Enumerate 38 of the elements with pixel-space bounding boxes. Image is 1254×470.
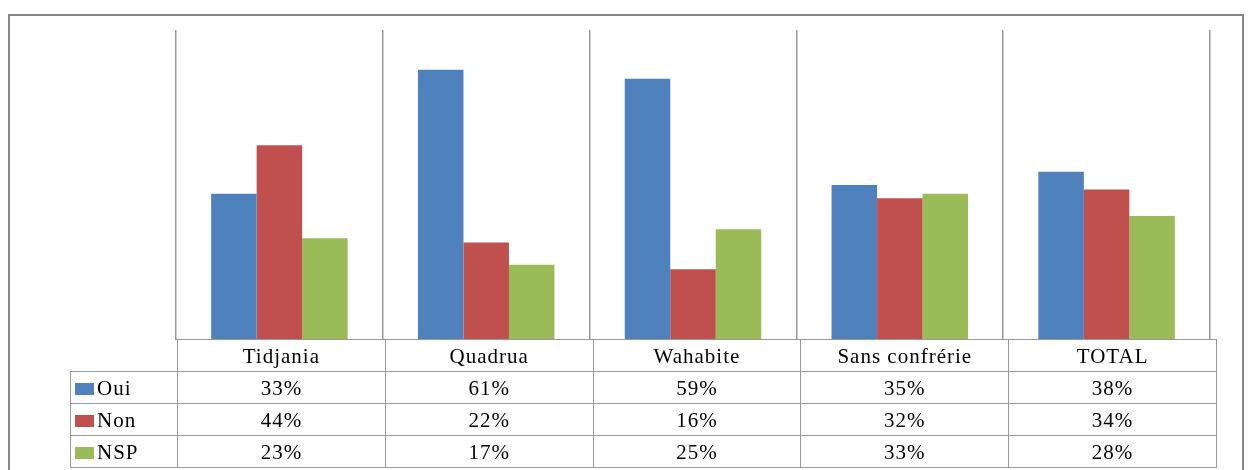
bar <box>463 242 509 340</box>
x-tick-label: Quadrua <box>385 339 594 372</box>
x-tick-label: Tidjania <box>177 339 386 372</box>
data-label: 33% <box>800 435 1009 468</box>
data-label: 17% <box>385 435 594 468</box>
data-label: 32% <box>800 403 1009 436</box>
data-label: 35% <box>800 371 1009 404</box>
x-tick-label: Sans confrérie <box>800 339 1009 372</box>
bar <box>1038 171 1084 340</box>
data-label: 34% <box>1008 403 1217 436</box>
bar <box>922 193 969 340</box>
x-tick-label: Wahabite <box>593 339 801 372</box>
x-tick-label: TOTAL <box>1008 339 1217 372</box>
data-label: 23% <box>177 435 386 468</box>
bar <box>670 269 716 340</box>
bar <box>211 193 257 340</box>
data-label: 44% <box>177 403 386 436</box>
legend-label: NSP <box>70 435 178 468</box>
bar <box>1129 216 1175 340</box>
bar <box>508 264 555 340</box>
bar <box>1083 189 1130 340</box>
bar <box>877 198 923 340</box>
bar <box>417 69 464 340</box>
bar <box>831 185 878 340</box>
legend-label: Non <box>70 403 178 436</box>
legend-label: Oui <box>70 371 178 404</box>
bar <box>302 238 348 340</box>
data-label: 38% <box>1008 371 1217 404</box>
bar <box>256 145 303 340</box>
bar <box>715 229 762 340</box>
data-label: 16% <box>593 403 801 436</box>
data-label: 33% <box>177 371 386 404</box>
data-label: 28% <box>1008 435 1217 468</box>
data-label: 61% <box>385 371 594 404</box>
data-label: 22% <box>385 403 594 436</box>
data-label: 25% <box>593 435 801 468</box>
bar <box>624 78 671 340</box>
data-label: 59% <box>593 371 801 404</box>
